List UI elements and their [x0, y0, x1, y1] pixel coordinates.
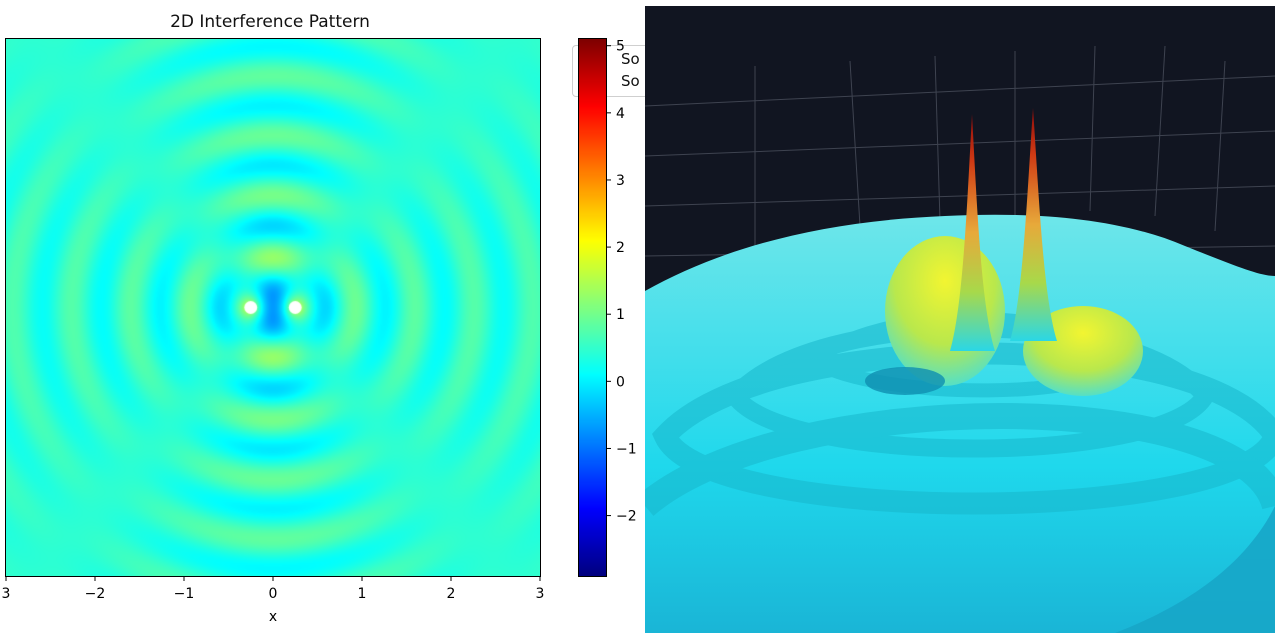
heatmap-panel: 2D Interference Pattern 3 −2 −1 0 1 2 3 x So So…: [2, 12, 645, 625]
legend-entry-1: So: [621, 50, 640, 68]
surface-fold: [1115, 506, 1275, 633]
plot-title: 2D Interference Pattern: [170, 12, 370, 32]
colorbar-tick-label: 2: [616, 240, 625, 256]
ripple-rings: [645, 312, 1275, 516]
colorbar-tick-label: 4: [616, 106, 625, 122]
x-tick-label: −2: [85, 586, 106, 602]
peak-left: [950, 114, 995, 351]
x-tick-label: 3: [536, 586, 545, 602]
colorbar-tick-label: 1: [616, 307, 625, 323]
x-tick-label: 1: [358, 586, 367, 602]
surface-3d-plot: [645, 45, 1275, 633]
x-axis-label: x: [269, 609, 277, 625]
center-trough: [865, 367, 945, 395]
colorbar-axis: 5 4 3 2 1 0 −1 −2: [606, 39, 637, 525]
x-tick-label: −1: [174, 586, 195, 602]
colorbar-tick-label: −1: [616, 441, 637, 457]
colorbar: [578, 38, 607, 577]
colorbar-tick-label: −2: [616, 509, 637, 525]
x-tick-label: 2: [447, 586, 456, 602]
interference-heatmap: [5, 38, 541, 577]
legend-entry-2: So: [621, 72, 640, 90]
colorbar-tick-label: 0: [616, 374, 625, 390]
colorbar-tick-label: 3: [616, 173, 625, 189]
x-tick-label: 0: [269, 586, 278, 602]
center-bump-left: [885, 236, 1005, 386]
x-axis: 3 −2 −1 0 1 2 3 x: [2, 576, 545, 625]
colorbar-tick-label: 5: [616, 39, 625, 55]
x-tick-label: 3: [2, 586, 11, 602]
peak-right: [1010, 108, 1057, 341]
surface-3d-panel: [645, 6, 1275, 633]
